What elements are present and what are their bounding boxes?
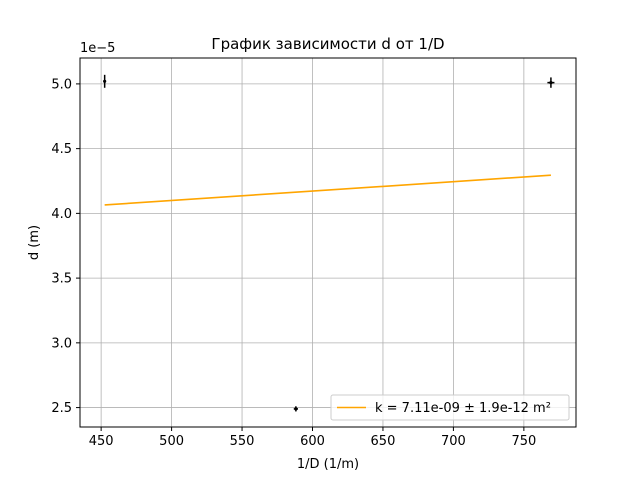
y-tick-label: 3.0 xyxy=(51,336,72,351)
data-point xyxy=(547,77,555,88)
data-point xyxy=(103,74,107,88)
grid xyxy=(80,58,576,427)
point-marker xyxy=(103,79,107,83)
x-tick-label: 550 xyxy=(230,434,255,449)
y-axis-ticks: 2.5 3.0 3.5 4.0 4.5 5.0 xyxy=(51,77,80,416)
x-tick-label: 450 xyxy=(89,434,114,449)
legend-label-fit: k = 7.11e-09 ± 1.9e-12 m² xyxy=(375,401,551,416)
y-tick-label: 4.5 xyxy=(51,142,72,157)
plot-area-frame xyxy=(79,57,577,428)
data-point xyxy=(293,406,298,412)
x-tick-label: 750 xyxy=(511,434,536,449)
x-tick-label: 500 xyxy=(159,434,184,449)
y-axis-label: d (m) xyxy=(27,225,42,260)
x-tick-label: 700 xyxy=(441,434,466,449)
y-offset-label: 1e−5 xyxy=(80,41,115,56)
y-tick-label: 2.5 xyxy=(51,401,72,416)
y-tick-label: 4.0 xyxy=(51,207,72,222)
x-axis-ticks: 450 500 550 600 650 700 750 xyxy=(89,427,536,449)
x-axis-label: 1/D (1/m) xyxy=(297,457,359,472)
y-tick-label: 3.5 xyxy=(51,272,72,287)
chart-title: График зависимости d от 1/D xyxy=(211,35,444,53)
y-tick-label: 5.0 xyxy=(51,77,72,92)
x-tick-label: 600 xyxy=(300,434,325,449)
x-tick-label: 650 xyxy=(371,434,396,449)
fit-line xyxy=(104,174,551,206)
legend: k = 7.11e-09 ± 1.9e-12 m² xyxy=(330,394,570,421)
legend-box xyxy=(330,394,570,421)
fit-line-group xyxy=(104,174,551,206)
point-marker xyxy=(549,81,553,85)
point-marker xyxy=(294,407,298,411)
data-points xyxy=(103,74,555,412)
